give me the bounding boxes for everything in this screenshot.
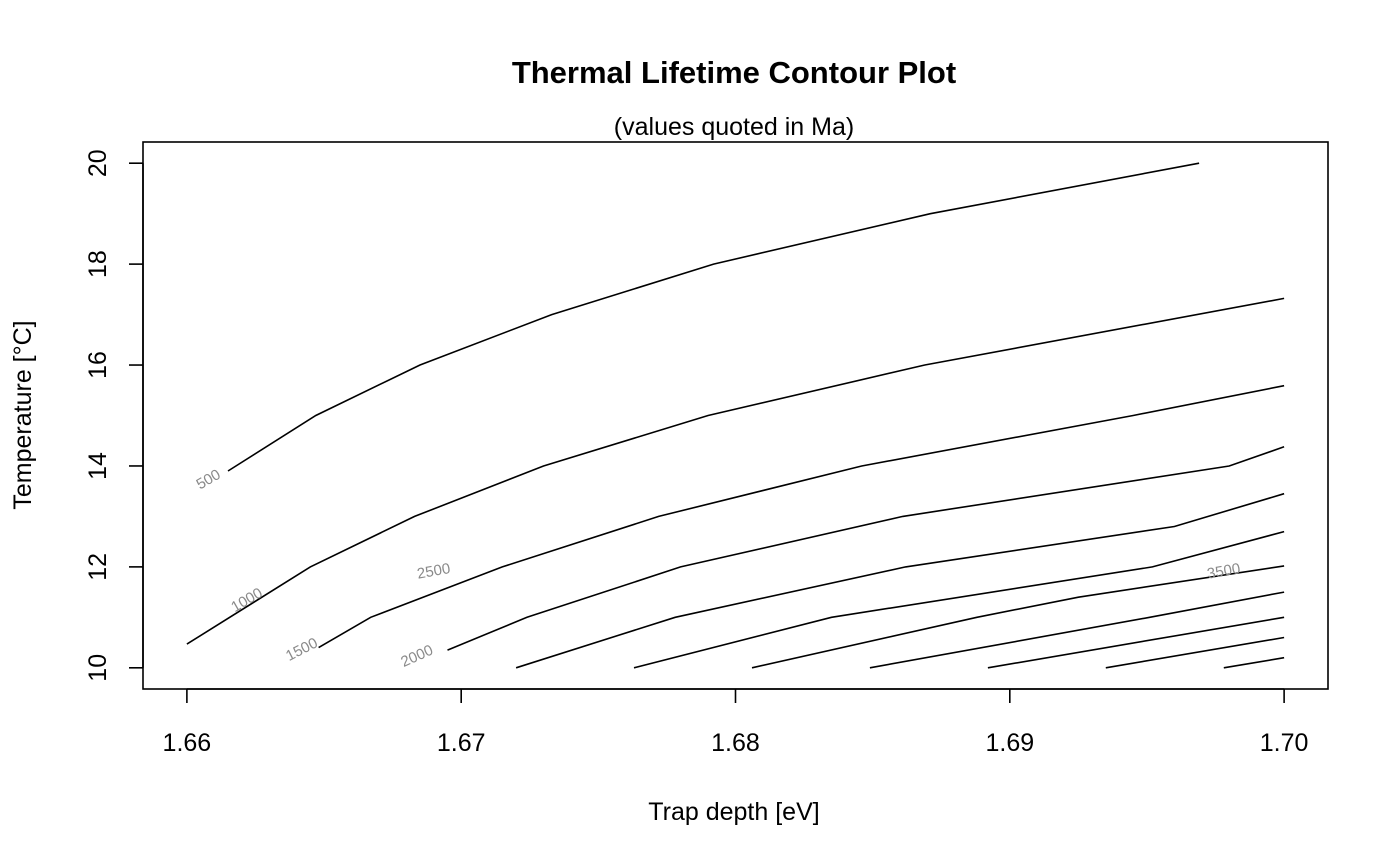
contour-line-500 [227,162,1200,472]
y-axis: 10 12 14 16 18 20 [84,149,144,682]
contour-lines [186,162,1285,669]
y-tick-label: 18 [84,250,112,278]
y-tick-label: 10 [84,654,112,682]
y-axis-label: Temperature [°C] [9,320,37,509]
contour-line-1000 [186,297,1285,645]
contour-line-unlabeled-8 [987,616,1285,669]
plot-frame [142,141,1329,690]
x-tick-label: 1.66 [163,729,212,757]
contour-line-unlabeled-5 [633,530,1285,669]
x-tick-label: 1.69 [985,729,1034,757]
contour-line-1500 [318,384,1285,649]
chart-subtitle: (values quoted in Ma) [614,113,854,141]
contour-label-3500: 3500 [1206,560,1242,583]
x-tick-label: 1.70 [1260,729,1309,757]
y-tick-label: 16 [84,351,112,379]
contour-line-3500 [751,565,1285,669]
x-axis-label: Trap depth [eV] [648,798,819,826]
contour-label-2000: 2000 [398,642,435,671]
y-tick-label: 20 [84,149,112,177]
contour-label-2500: 2500 [416,560,452,583]
contour-line-2000 [447,446,1285,651]
chart-title: Thermal Lifetime Contour Plot [512,55,956,90]
contour-line-unlabeled-10 [1223,656,1285,669]
x-axis: 1.66 1.67 1.68 1.69 1.70 [163,688,1309,757]
x-tick-label: 1.67 [437,729,486,757]
y-tick-label: 12 [84,553,112,581]
contour-line-2500 [515,492,1285,669]
contour-label-1500: 1500 [283,634,320,664]
x-tick-label: 1.68 [711,729,760,757]
contour-line-unlabeled-7 [869,591,1285,669]
y-tick-label: 14 [84,452,112,480]
contour-label-500: 500 [193,466,223,493]
contour-labels: 500 1000 1500 2000 2500 3500 [193,466,1241,671]
contour-label-1000: 1000 [228,585,265,616]
contour-line-unlabeled-9 [1105,636,1285,669]
